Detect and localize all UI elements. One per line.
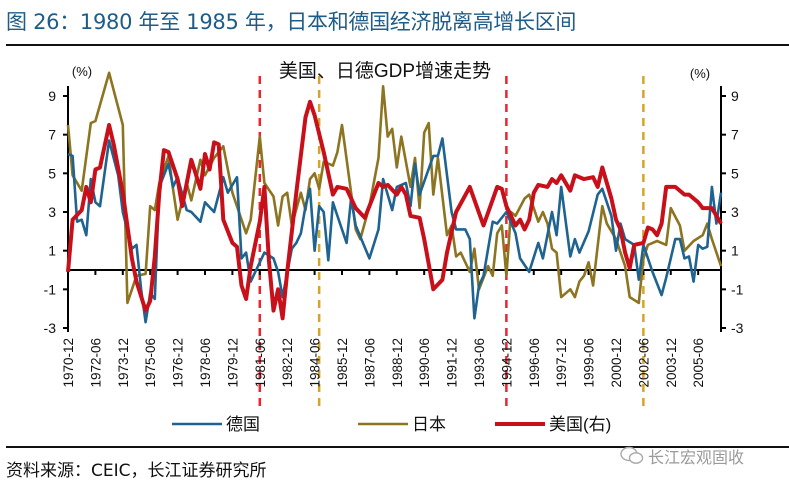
watermark-text: 长江宏观固收 (648, 448, 745, 467)
watermark: 长江宏观固收 (620, 444, 744, 468)
x-tick-label: 1987-06 (362, 338, 377, 388)
series-line-0 (67, 137, 723, 324)
right-y-tick-label: 5 (731, 165, 739, 181)
right-y-tick-label: 1 (731, 243, 739, 259)
right-y-tick-label: -3 (731, 320, 744, 336)
legend-label-2: 美国(右) (549, 415, 611, 434)
left-axis-unit: (%) (72, 64, 92, 79)
x-tick-label: 1973-12 (116, 338, 131, 388)
left-y-tick-label: 9 (48, 88, 56, 104)
right-y-tick-label: 7 (731, 127, 739, 143)
figure-title: 图 26：1980 年至 1985 年，日本和德国经济脱离高增长区间 (6, 10, 577, 34)
wechat-icon (620, 446, 644, 464)
right-axis-unit: (%) (690, 66, 710, 81)
x-tick-label: 1999-06 (582, 338, 597, 388)
left-y-tick-label: 3 (48, 204, 56, 220)
x-tick-label: 1982-12 (280, 338, 295, 388)
legend-label-1: 日本 (412, 415, 446, 434)
x-tick-label: 1991-12 (445, 338, 460, 388)
x-tick-label: 1975-06 (143, 338, 158, 388)
left-y-tick-label: -1 (44, 281, 57, 297)
left-y-tick-label: -3 (44, 320, 57, 336)
gdp-growth-chart: 美国、日德GDP增速走势 (%) (%) 9 97 75 53 31 1-1 -1-3 -3 … (44, 60, 744, 434)
x-tick-label: 1990-06 (417, 338, 432, 388)
right-y-tick-label: 9 (731, 88, 739, 104)
x-tick-label: 1976-12 (171, 338, 186, 388)
top-rule (6, 44, 789, 46)
series-line-1 (66, 71, 723, 305)
source-note: 资料来源：CEIC，长江证券研究所 (6, 461, 267, 481)
x-tick-label: 1970-12 (61, 338, 76, 388)
bottom-rule (6, 446, 789, 448)
x-tick-label: 2000-12 (609, 338, 624, 388)
x-tick-label: 1996-06 (527, 338, 542, 388)
x-tick-label: 1978-06 (198, 338, 213, 388)
x-tick-label: 1981-06 (253, 338, 268, 388)
x-tick-label: 1993-06 (472, 338, 487, 388)
x-tick-label: 1984-06 (308, 338, 323, 388)
x-tick-label: 1979-12 (225, 338, 240, 388)
left-y-tick-label: 7 (48, 127, 56, 143)
x-tick-label: 2005-06 (691, 338, 706, 388)
legend-label-0: 德国 (226, 415, 260, 434)
x-tick-label: 1997-12 (554, 338, 569, 388)
x-tick-label: 1994-12 (499, 338, 514, 388)
left-y-tick-label: 1 (48, 243, 56, 259)
x-tick-label: 2002-06 (636, 338, 651, 388)
x-tick-label: 1972-06 (88, 338, 103, 388)
right-y-tick-label: -1 (731, 281, 744, 297)
x-tick-label: 1985-12 (335, 338, 350, 388)
left-y-tick-label: 5 (48, 165, 56, 181)
x-tick-label: 1988-12 (390, 338, 405, 388)
right-y-tick-label: 3 (731, 204, 739, 220)
series-line-2 (66, 99, 723, 321)
x-tick-label: 2003-12 (664, 338, 679, 388)
chart-title: 美国、日德GDP增速走势 (279, 60, 491, 82)
